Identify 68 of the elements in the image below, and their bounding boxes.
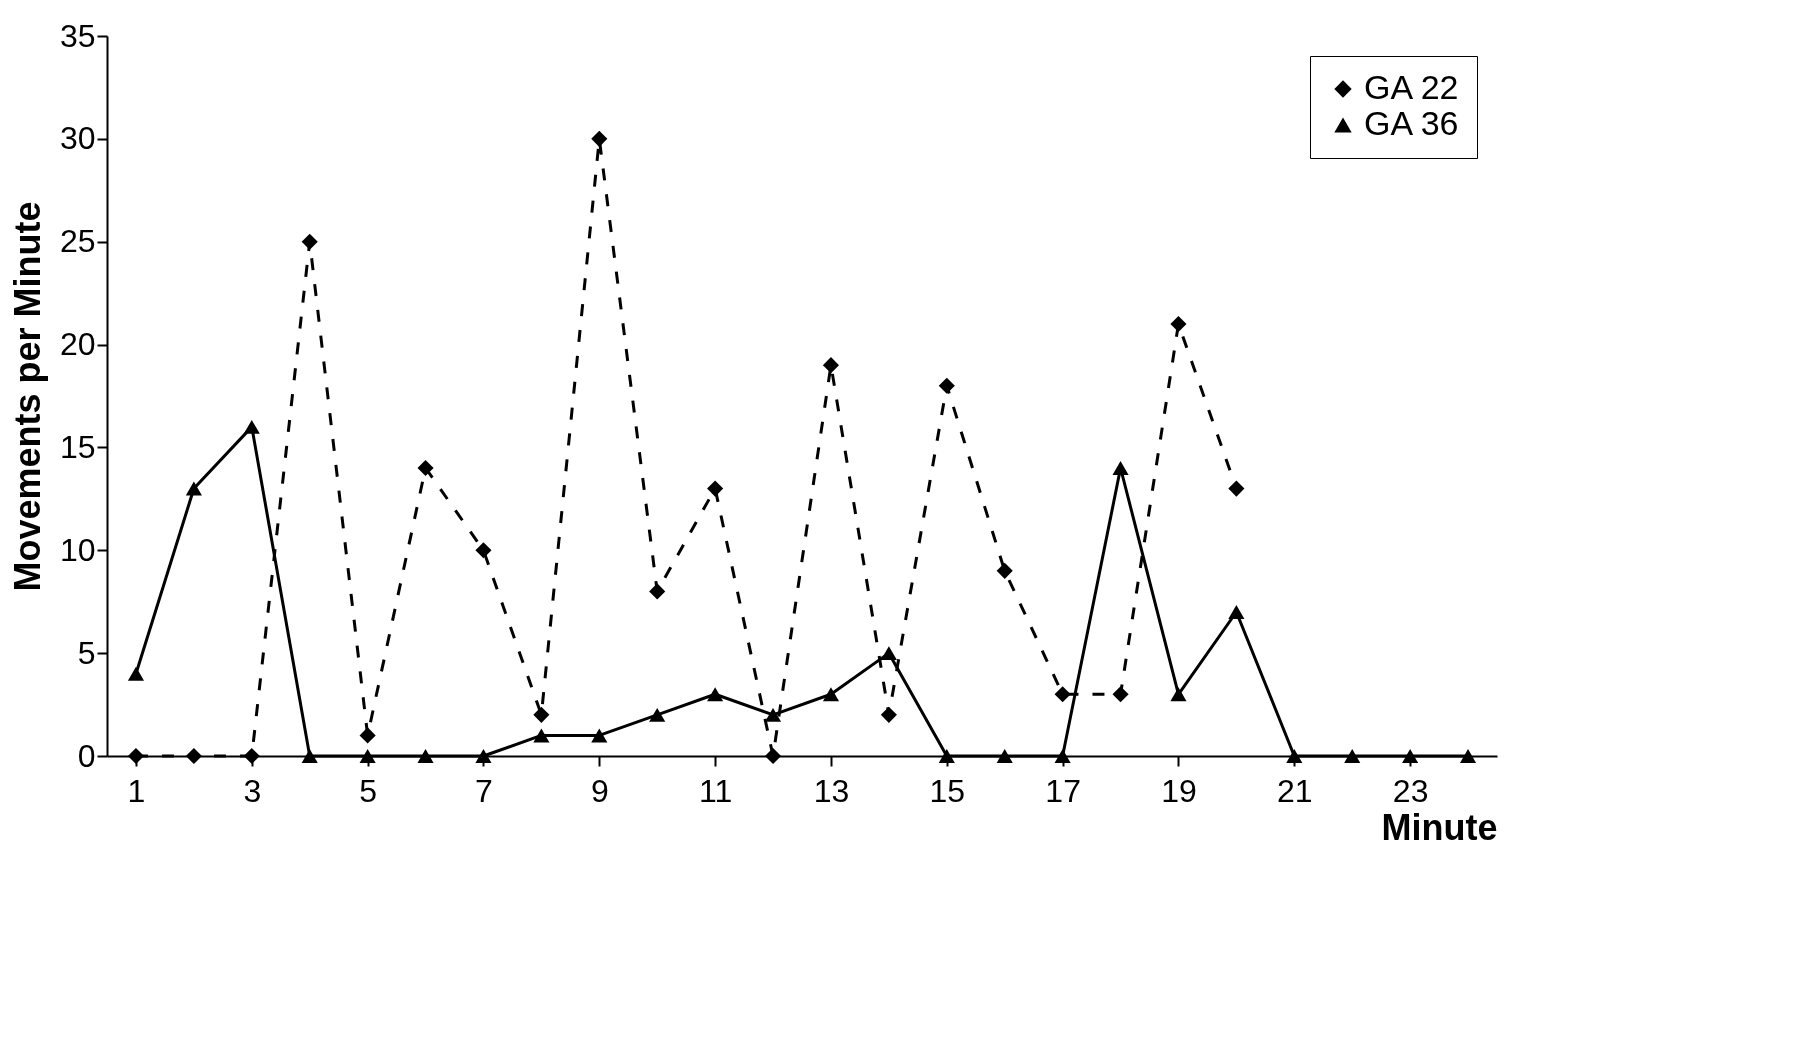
point bbox=[938, 377, 955, 394]
point bbox=[127, 666, 145, 681]
point bbox=[1402, 749, 1419, 763]
x-tick-label: 21 bbox=[1276, 772, 1313, 809]
point bbox=[649, 583, 666, 600]
point bbox=[1286, 749, 1303, 763]
y-tick-label: 5 bbox=[77, 634, 96, 671]
x-tick-label: 5 bbox=[359, 772, 378, 809]
point bbox=[243, 419, 260, 434]
point bbox=[1054, 686, 1071, 703]
y-tick-label: 20 bbox=[59, 326, 96, 363]
y-tick-label: 25 bbox=[59, 223, 96, 260]
point bbox=[185, 481, 202, 496]
x-tick-label: 13 bbox=[813, 772, 850, 809]
point bbox=[1344, 749, 1361, 763]
point bbox=[764, 747, 782, 765]
point bbox=[1228, 605, 1245, 619]
x-tick-label: 7 bbox=[475, 772, 493, 809]
x-tick-label: 17 bbox=[1045, 772, 1081, 809]
point bbox=[1459, 749, 1477, 763]
y-tick-label: 35 bbox=[59, 17, 96, 54]
point bbox=[996, 562, 1013, 579]
y-tick-label: 15 bbox=[59, 428, 96, 465]
point bbox=[243, 747, 260, 765]
point bbox=[707, 480, 724, 497]
y-axis-title: Movements per Minute bbox=[6, 201, 48, 592]
point bbox=[185, 747, 202, 765]
point bbox=[475, 542, 492, 559]
point bbox=[764, 707, 782, 722]
point bbox=[1054, 749, 1071, 763]
point bbox=[475, 749, 492, 763]
point bbox=[1170, 315, 1187, 333]
legend-label: GA 36 bbox=[1364, 104, 1459, 142]
point bbox=[533, 706, 550, 723]
point bbox=[417, 749, 434, 763]
x-tick-label: 19 bbox=[1161, 772, 1197, 809]
point bbox=[822, 687, 840, 702]
y-tick-label: 30 bbox=[59, 120, 96, 157]
point bbox=[880, 706, 897, 723]
x-tick-label: 11 bbox=[699, 772, 733, 809]
point bbox=[938, 749, 955, 763]
point bbox=[1112, 686, 1129, 703]
point bbox=[996, 749, 1013, 763]
point bbox=[417, 459, 434, 477]
point bbox=[591, 728, 608, 743]
point bbox=[533, 728, 550, 743]
x-tick-label: 3 bbox=[243, 772, 262, 809]
point bbox=[1112, 461, 1129, 475]
x-tick-label: 9 bbox=[590, 772, 609, 809]
x-axis-title: Minute bbox=[1381, 806, 1498, 848]
point bbox=[1228, 480, 1245, 497]
point bbox=[301, 233, 318, 250]
point bbox=[649, 707, 666, 722]
x-tick-label: 23 bbox=[1392, 772, 1429, 809]
point bbox=[1170, 687, 1187, 702]
point bbox=[359, 749, 376, 763]
point bbox=[880, 646, 897, 661]
point bbox=[822, 357, 840, 374]
x-tick-label: 15 bbox=[929, 772, 966, 809]
x-tick-label: 1 bbox=[127, 772, 146, 809]
point bbox=[301, 749, 318, 763]
point bbox=[127, 747, 145, 765]
legend-label: GA 22 bbox=[1364, 68, 1459, 106]
y-tick-label: 0 bbox=[77, 737, 96, 774]
y-tick-label: 10 bbox=[59, 531, 96, 568]
point bbox=[359, 727, 376, 744]
point bbox=[707, 687, 724, 702]
point bbox=[591, 130, 608, 147]
